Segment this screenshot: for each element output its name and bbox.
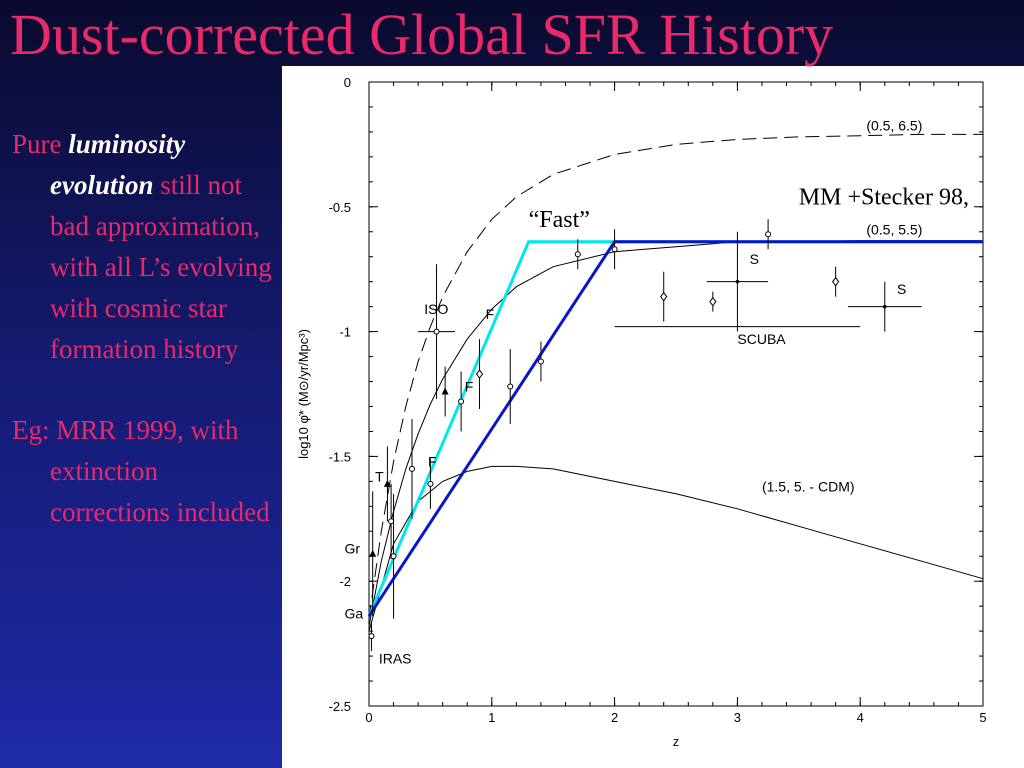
slide-title: Dust-corrected Global SFR History <box>10 2 834 67</box>
cross-marker <box>735 279 740 284</box>
bullet-list: Pure luminosity evolution still not bad … <box>12 124 282 573</box>
chart-panel: 0 -0.5 -1 -1.5 -2 -2.5 0 1 2 3 4 5 z log10 φ̇* (M⊙/yr… <box>282 66 1024 768</box>
x-tick-label: 2 <box>611 710 618 725</box>
annotation-9: F <box>428 453 437 469</box>
callout-0: “Fast” <box>529 207 590 233</box>
data-point-18 <box>765 219 772 250</box>
annotation-12: Ga <box>344 606 363 622</box>
bullet-1-pre: Pure <box>12 129 69 159</box>
data-point-20 <box>847 281 922 332</box>
circle-marker <box>433 328 440 335</box>
data-point-6 <box>427 458 434 509</box>
data-point-15 <box>660 271 668 322</box>
data-point-10 <box>475 339 484 409</box>
annotation-4: S <box>897 281 906 297</box>
diamond-marker <box>709 296 717 307</box>
data-point-1 <box>369 491 377 617</box>
sfr-chart: 0 -0.5 -1 -1.5 -2 -2.5 0 1 2 3 4 5 z log10 φ̇* (M⊙/yr… <box>296 75 987 749</box>
data-point-0 <box>368 621 375 652</box>
circle-marker <box>388 518 395 525</box>
diamond-marker <box>475 369 484 379</box>
y-tick-label: -2.5 <box>329 699 351 714</box>
data-point-4 <box>390 493 397 619</box>
data-point-14 <box>611 229 618 270</box>
data-point-7 <box>418 264 455 399</box>
callout-1: MM +Stecker 98, <box>799 184 969 210</box>
data-point-16 <box>709 291 717 312</box>
data-point-5 <box>408 418 415 519</box>
data-point-9 <box>458 371 465 432</box>
cross-marker <box>882 304 887 309</box>
triangle-marker <box>383 479 391 487</box>
data-point-19 <box>832 266 840 297</box>
circle-marker <box>427 480 434 487</box>
circle-marker <box>390 553 397 560</box>
data-point-11 <box>507 349 514 424</box>
annotation-11: Gr <box>344 541 360 557</box>
data-point-13 <box>574 239 581 270</box>
x-tick-label: 4 <box>857 710 864 725</box>
annotation-13: IRAS <box>379 651 412 667</box>
bullet-luminosity: Pure luminosity evolution still not bad … <box>12 124 282 370</box>
diamond-marker <box>832 276 840 287</box>
y-tick-label: 0 <box>344 75 351 90</box>
diamond-marker <box>660 291 668 302</box>
data-point-2 <box>383 446 391 522</box>
y-tick-label: -0.5 <box>329 200 351 215</box>
bullet-1-post: still not bad approximation, with all L’… <box>50 170 272 364</box>
model-curve-0 <box>368 133 983 619</box>
annotation-5: SCUBA <box>737 331 786 347</box>
bullet-2-text: Eg: MRR 1999, with extinction correction… <box>12 415 270 527</box>
annotation-0: (0.5, 6.5) <box>866 118 922 134</box>
data-point-12 <box>537 341 544 382</box>
circle-marker <box>574 251 581 258</box>
y-axis-label: log10 φ̇* (M⊙/yr/Mpc³) <box>296 329 311 459</box>
circle-marker <box>368 633 375 640</box>
x-tick-label: 0 <box>365 710 372 725</box>
annotation-6: ISO <box>424 301 448 317</box>
circle-marker <box>507 383 514 390</box>
circle-marker <box>765 231 772 238</box>
circle-marker <box>611 246 618 253</box>
x-tick-label: 5 <box>979 710 986 725</box>
triangle-marker <box>441 387 449 395</box>
data-point-8 <box>441 366 449 417</box>
circle-marker <box>537 358 544 365</box>
model-curve-1 <box>368 240 983 627</box>
x-axis-label: z <box>673 734 680 749</box>
bullet-mrr: Eg: MRR 1999, with extinction correction… <box>12 410 282 533</box>
annotation-7: F <box>486 306 495 322</box>
bullet-1-emphasis: luminosity evolution <box>50 129 186 200</box>
y-tick-label: -2 <box>339 574 351 589</box>
y-tick-label: -1.5 <box>329 449 351 464</box>
annotation-3: S <box>750 251 759 267</box>
data-point-17 <box>706 231 769 332</box>
annotation-1: (0.5, 5.5) <box>866 221 922 237</box>
annotation-2: (1.5, 5. - CDM) <box>762 478 855 494</box>
plot-frame <box>368 81 984 707</box>
x-tick-label: 3 <box>734 710 741 725</box>
x-tick-label: 1 <box>488 710 495 725</box>
circle-marker <box>408 465 415 472</box>
annotation-8: F <box>465 379 474 395</box>
circle-marker <box>458 398 465 405</box>
y-tick-label: -1 <box>339 325 351 340</box>
triangle-marker <box>369 549 377 557</box>
annotation-10: T <box>375 468 384 484</box>
model-curve-2 <box>368 465 984 632</box>
